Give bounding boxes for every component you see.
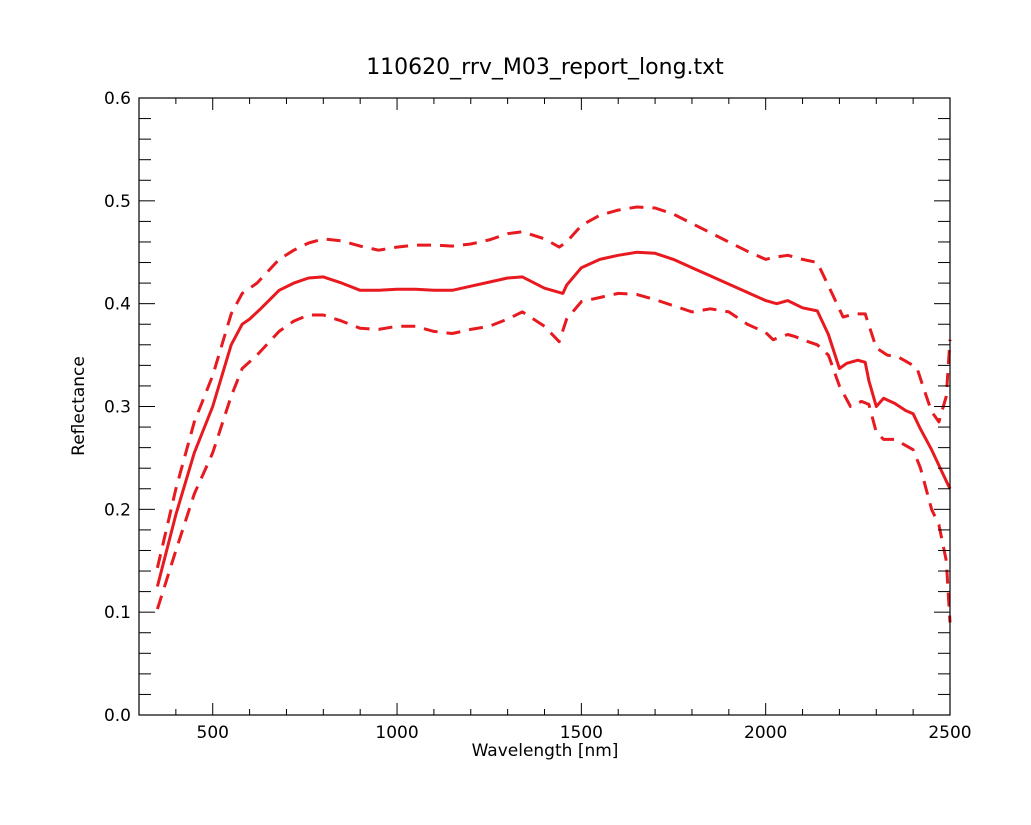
y-tick-label: 0.4 bbox=[104, 295, 131, 315]
series-line-1-solid bbox=[155, 250, 952, 587]
y-axis-label: Reflectance bbox=[69, 356, 89, 456]
axis-ticks: 500 1000 1500 2000 2500 0.0 0.1 0.2 0.3 0.4 0.5 0.6 bbox=[104, 89, 972, 743]
chart-title: 110620_rrv_M03_report_long.txt bbox=[366, 55, 724, 80]
series-line-2-dashed bbox=[155, 205, 952, 569]
series-line-3-dashed bbox=[155, 291, 952, 623]
x-axis-label: Wavelength [nm] bbox=[472, 741, 619, 761]
y-tick-label: 0.6 bbox=[104, 89, 131, 109]
x-tick-label: 500 bbox=[197, 723, 229, 743]
x-tick-label: 2500 bbox=[928, 723, 971, 743]
y-tick-label: 0.0 bbox=[104, 706, 131, 726]
x-tick-label: 2000 bbox=[744, 723, 787, 743]
plot-frame bbox=[138, 97, 951, 716]
y-tick-label: 0.2 bbox=[104, 500, 131, 520]
y-tick-label: 0.3 bbox=[104, 398, 131, 418]
y-tick-label: 0.1 bbox=[104, 603, 131, 623]
x-tick-label: 1500 bbox=[560, 723, 603, 743]
x-tick-label: 1000 bbox=[375, 723, 418, 743]
plot-area bbox=[155, 205, 952, 623]
y-tick-label: 0.5 bbox=[104, 192, 131, 212]
